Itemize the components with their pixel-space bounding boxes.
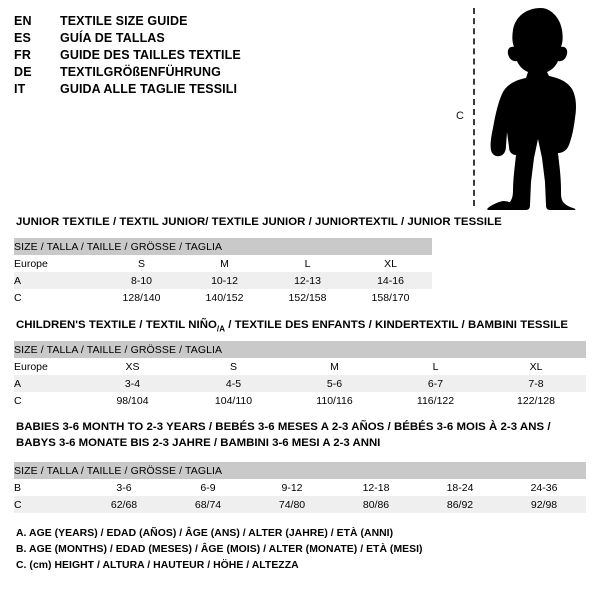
babies-section-heading-line2: BABYS 3-6 MONATE BIS 2-3 JAHRE / BAMBINI… <box>16 437 381 449</box>
height-measure-label: C <box>456 110 464 122</box>
children-heading-subscript: /A <box>216 324 226 334</box>
table-row: Europe XS S M L XL <box>14 358 587 375</box>
babies-row-label-b: B <box>14 479 82 496</box>
language-header: EN TEXTILE SIZE GUIDE ES GUÍA DE TALLAS … <box>14 14 434 99</box>
language-row-de: DE TEXTILGRÖßENFÜHRUNG <box>14 65 434 82</box>
babies-size-header-label: SIZE / TALLA / TAILLE / GRÖSSE / TAGLIA <box>14 462 587 479</box>
babies-months-2: 6-9 <box>166 479 250 496</box>
language-code-es: ES <box>14 31 32 45</box>
table-row: C 62/68 68/74 74/80 80/86 86/92 92/98 <box>14 496 587 513</box>
language-code-fr: FR <box>14 48 32 62</box>
table-row: A 3-4 4-5 5-6 6-7 7-8 <box>14 375 587 392</box>
children-europe-s: S <box>183 358 284 375</box>
junior-row-label-c: C <box>14 289 100 306</box>
babies-table-size-header-row: SIZE / TALLA / TAILLE / GRÖSSE / TAGLIA <box>14 462 587 479</box>
junior-europe-s: S <box>100 255 183 272</box>
junior-europe-l: L <box>266 255 349 272</box>
babies-height-5: 86/92 <box>418 496 502 513</box>
children-age-xl: 7-8 <box>486 375 587 392</box>
babies-height-2: 68/74 <box>166 496 250 513</box>
babies-months-5: 18-24 <box>418 479 502 496</box>
children-height-xs: 98/104 <box>82 392 183 409</box>
language-code-en: EN <box>14 14 32 28</box>
height-measurement-figure: C <box>440 6 600 211</box>
language-code-de: DE <box>14 65 32 79</box>
children-heading-post: / TEXTILE DES ENFANTS / KINDERTEXTIL / B… <box>225 319 569 331</box>
babies-months-6: 24-36 <box>502 479 587 496</box>
table-row: C 128/140 140/152 152/158 158/170 <box>14 289 433 306</box>
junior-age-l: 12-13 <box>266 272 349 289</box>
children-size-header-label: SIZE / TALLA / TAILLE / GRÖSSE / TAGLIA <box>14 341 587 358</box>
children-europe-m: M <box>284 358 385 375</box>
language-row-en: EN TEXTILE SIZE GUIDE <box>14 14 434 31</box>
children-height-xl: 122/128 <box>486 392 587 409</box>
junior-height-m: 140/152 <box>183 289 266 306</box>
language-row-es: ES GUÍA DE TALLAS <box>14 31 434 48</box>
children-section-heading: CHILDREN'S TEXTILE / TEXTIL NIÑO/A / TEX… <box>16 319 568 333</box>
junior-table-size-header-row: SIZE / TALLA / TAILLE / GRÖSSE / TAGLIA <box>14 238 433 255</box>
legend-line-c: C. (cm) HEIGHT / ALTURA / HAUTEUR / HÖHE… <box>16 560 299 571</box>
babies-height-3: 74/80 <box>250 496 334 513</box>
junior-age-m: 10-12 <box>183 272 266 289</box>
junior-size-header-label: SIZE / TALLA / TAILLE / GRÖSSE / TAGLIA <box>14 238 433 255</box>
children-height-l: 116/122 <box>385 392 486 409</box>
children-row-label-a: A <box>14 375 82 392</box>
children-europe-xs: XS <box>82 358 183 375</box>
babies-size-table: SIZE / TALLA / TAILLE / GRÖSSE / TAGLIA … <box>14 462 587 513</box>
babies-height-4: 80/86 <box>334 496 418 513</box>
babies-months-1: 3-6 <box>82 479 166 496</box>
children-table-size-header-row: SIZE / TALLA / TAILLE / GRÖSSE / TAGLIA <box>14 341 587 358</box>
junior-section-heading: JUNIOR TEXTILE / TEXTIL JUNIOR/ TEXTILE … <box>16 216 502 228</box>
junior-size-table: SIZE / TALLA / TAILLE / GRÖSSE / TAGLIA … <box>14 238 433 306</box>
children-height-m: 110/116 <box>284 392 385 409</box>
junior-height-s: 128/140 <box>100 289 183 306</box>
children-europe-xl: XL <box>486 358 587 375</box>
babies-months-4: 12-18 <box>334 479 418 496</box>
children-heading-pre: CHILDREN'S TEXTILE / TEXTIL NIÑO <box>16 319 217 331</box>
language-row-fr: FR GUIDE DES TAILLES TEXTILE <box>14 48 434 65</box>
children-size-table: SIZE / TALLA / TAILLE / GRÖSSE / TAGLIA … <box>14 341 587 409</box>
babies-months-3: 9-12 <box>250 479 334 496</box>
language-title-de: TEXTILGRÖßENFÜHRUNG <box>60 65 221 79</box>
junior-age-s: 8-10 <box>100 272 183 289</box>
children-row-label-c: C <box>14 392 82 409</box>
junior-row-label-europe: Europe <box>14 255 100 272</box>
junior-height-xl: 158/170 <box>349 289 433 306</box>
junior-europe-xl: XL <box>349 255 433 272</box>
child-silhouette-icon <box>487 8 576 210</box>
junior-row-label-a: A <box>14 272 100 289</box>
measurement-legend: A. AGE (YEARS) / EDAD (AÑOS) / ÂGE (ANS)… <box>16 528 486 576</box>
legend-line-a: A. AGE (YEARS) / EDAD (AÑOS) / ÂGE (ANS)… <box>16 528 394 539</box>
children-age-xs: 3-4 <box>82 375 183 392</box>
babies-section-heading-line1: BABIES 3-6 MONTH TO 2-3 YEARS / BEBÉS 3-… <box>16 421 551 433</box>
junior-europe-m: M <box>183 255 266 272</box>
height-guide-line <box>473 8 475 206</box>
babies-height-1: 62/68 <box>82 496 166 513</box>
table-row: B 3-6 6-9 9-12 12-18 18-24 24-36 <box>14 479 587 496</box>
children-row-label-europe: Europe <box>14 358 82 375</box>
children-age-m: 5-6 <box>284 375 385 392</box>
babies-row-label-c: C <box>14 496 82 513</box>
children-age-l: 6-7 <box>385 375 486 392</box>
language-title-es: GUÍA DE TALLAS <box>60 31 165 45</box>
table-row: Europe S M L XL <box>14 255 433 272</box>
language-row-it: IT GUIDA ALLE TAGLIE TESSILI <box>14 82 434 99</box>
language-title-it: GUIDA ALLE TAGLIE TESSILI <box>60 82 238 96</box>
legend-line-b: B. AGE (MONTHS) / EDAD (MESES) / ÂGE (MO… <box>16 544 423 555</box>
table-row: A 8-10 10-12 12-13 14-16 <box>14 272 433 289</box>
junior-age-xl: 14-16 <box>349 272 433 289</box>
language-title-fr: GUIDE DES TAILLES TEXTILE <box>60 48 241 62</box>
children-age-s: 4-5 <box>183 375 284 392</box>
junior-height-l: 152/158 <box>266 289 349 306</box>
table-row: C 98/104 104/110 110/116 116/122 122/128 <box>14 392 587 409</box>
language-title-en: TEXTILE SIZE GUIDE <box>60 14 188 28</box>
children-height-s: 104/110 <box>183 392 284 409</box>
children-europe-l: L <box>385 358 486 375</box>
babies-height-6: 92/98 <box>502 496 587 513</box>
language-code-it: IT <box>14 82 26 96</box>
